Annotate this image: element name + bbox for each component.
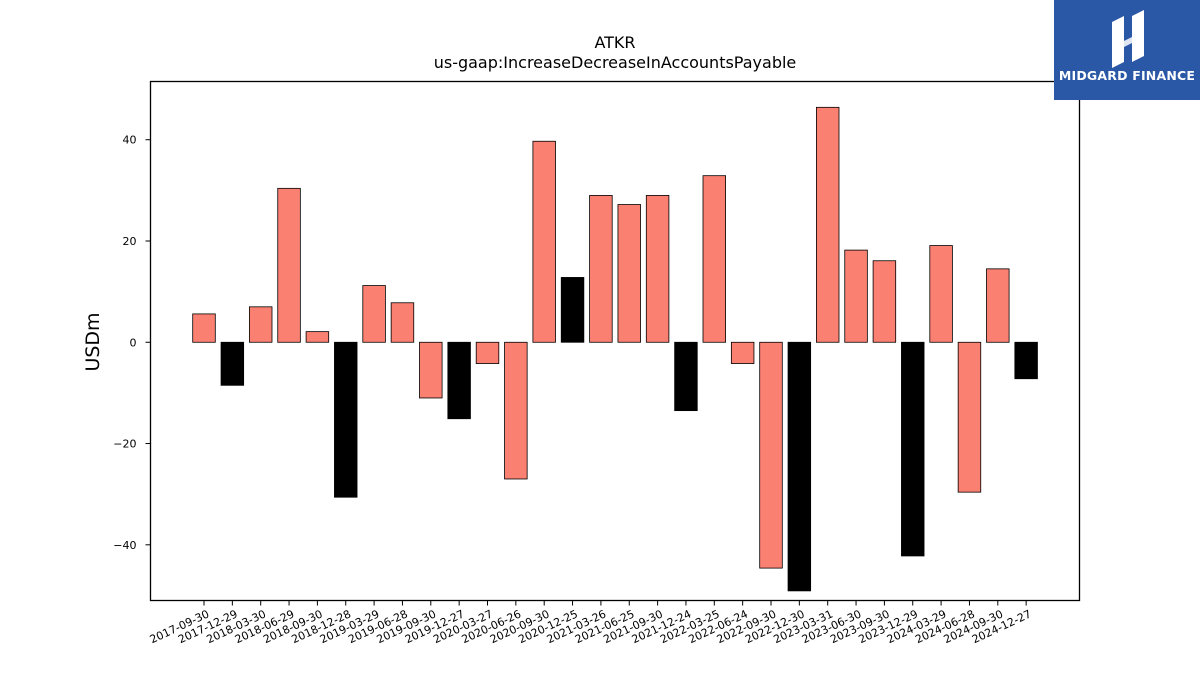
bar xyxy=(532,140,556,343)
y-tick-label: 20 xyxy=(123,235,137,248)
logo-name: MIDGARD FINANCE xyxy=(1058,68,1196,83)
bar xyxy=(645,195,670,343)
bar xyxy=(872,260,897,343)
plot-frame xyxy=(149,80,1081,602)
bar xyxy=(1014,341,1038,380)
bar xyxy=(390,302,415,343)
bar xyxy=(192,313,216,343)
bar xyxy=(986,268,1010,343)
bars-group xyxy=(192,106,1038,592)
y-axis-label: USDm xyxy=(82,312,104,371)
bar xyxy=(334,341,358,498)
chart-subtitle: us-gaap:IncreaseDecreaseInAccountsPayabl… xyxy=(434,53,797,72)
bar xyxy=(957,341,982,493)
bar xyxy=(759,341,783,569)
bar xyxy=(702,175,727,343)
bar xyxy=(560,277,585,343)
y-tick-label: −20 xyxy=(113,438,136,451)
bar xyxy=(362,285,386,343)
bar xyxy=(901,341,925,557)
bar xyxy=(475,341,500,364)
chart-title: ATKR xyxy=(594,33,635,52)
y-tick-label: 40 xyxy=(123,134,137,147)
bar xyxy=(589,195,613,343)
bar xyxy=(617,204,641,343)
bar xyxy=(730,341,755,364)
x-axis: 2017-09-302017-12-292018-03-302018-06-29… xyxy=(148,600,1033,646)
bar xyxy=(277,187,301,343)
bar xyxy=(787,341,812,592)
bar xyxy=(816,106,840,343)
bar xyxy=(248,306,273,343)
bar xyxy=(844,249,868,343)
bar xyxy=(674,341,698,412)
bar xyxy=(220,341,245,386)
y-axis: −40 −20 0 20 40 xyxy=(113,134,151,552)
y-tick-label: −40 xyxy=(113,539,136,552)
bar xyxy=(419,341,443,399)
y-tick-label: 0 xyxy=(130,336,137,349)
logo-mark-icon xyxy=(1112,10,1144,68)
bar xyxy=(305,331,330,343)
midgard-finance-logo: MIDGARD FINANCE xyxy=(1054,0,1200,100)
bar xyxy=(504,341,528,480)
bar xyxy=(447,341,471,420)
bar xyxy=(929,245,953,343)
